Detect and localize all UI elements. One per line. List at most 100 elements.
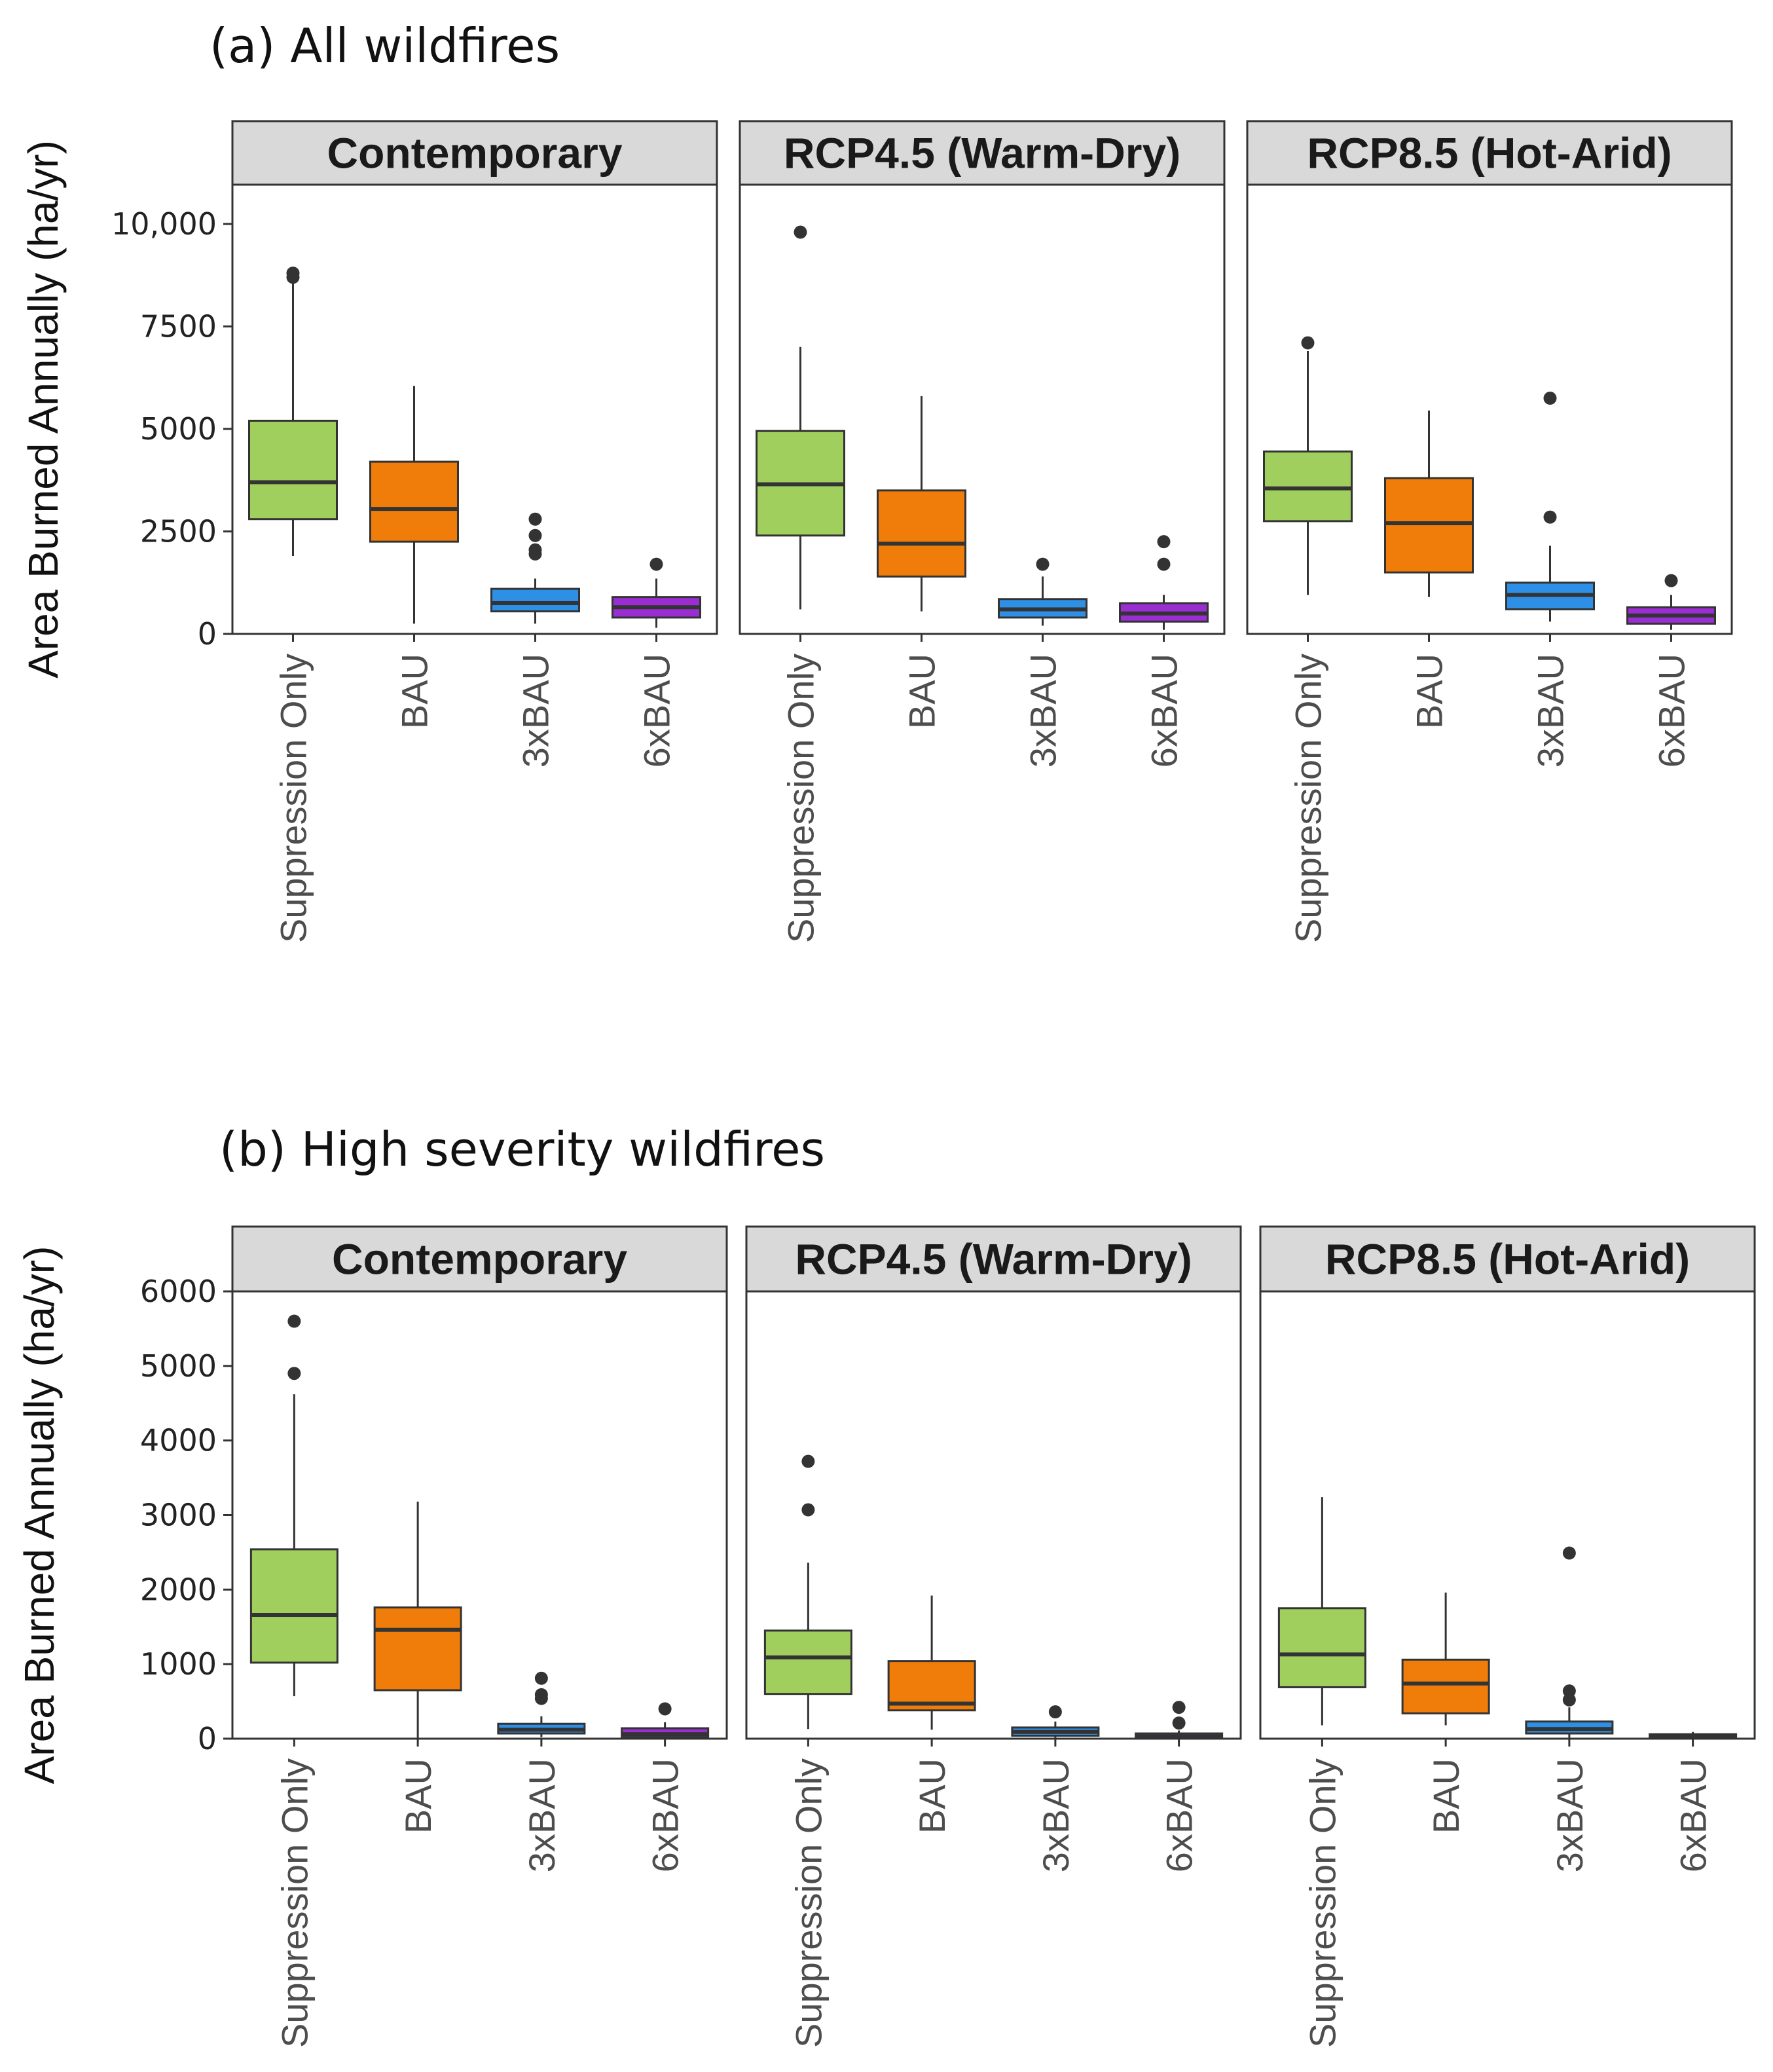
- box-iqr: [1277, 1607, 1366, 1688]
- y-tick-label: 3000: [140, 1498, 217, 1533]
- box-suppression-only: [248, 267, 338, 557]
- box-3xbau: [1525, 1546, 1614, 1738]
- x-tick-label: 3xBAU: [1530, 654, 1571, 768]
- y-tick-label: 2000: [140, 1572, 217, 1607]
- box-3xbau: [1011, 1705, 1100, 1739]
- box-suppression-only: [1277, 1497, 1366, 1726]
- x-tick-label: BAU: [911, 1758, 953, 1834]
- facet-0: Contemporary Suppression Only BAU 3xBAU 6xBA…: [231, 1225, 728, 2048]
- box-iqr: [248, 419, 338, 521]
- outlier-point: [1036, 557, 1050, 571]
- facet-strip: [231, 1225, 728, 1293]
- facet-2: RCP8.5 (Hot-Arid) Suppression Only BAU 3xBA…: [1259, 1225, 1756, 2048]
- y-axis-label: Area Burned Annually (ha/yr): [16, 1246, 63, 1785]
- facet-strip-label: RCP8.5 (Hot-Arid): [1307, 129, 1672, 177]
- y-tick-label: 1000: [140, 1646, 217, 1682]
- y-tick-label: 10,000: [111, 206, 217, 242]
- box-3xbau: [1505, 392, 1595, 622]
- outlier-point: [287, 1314, 301, 1328]
- outlier-point: [287, 1367, 301, 1380]
- box-iqr: [1263, 450, 1353, 523]
- y-tick-label: 0: [198, 1721, 217, 1756]
- facet-strip-label: Contemporary: [332, 1235, 627, 1284]
- outlier-point: [1562, 1684, 1576, 1698]
- x-tick-label: Suppression Only: [274, 1758, 315, 2048]
- box-iqr: [490, 587, 580, 613]
- y-tick-label: 0: [198, 616, 217, 652]
- x-tick-label: Suppression Only: [1302, 1758, 1343, 2048]
- box-iqr: [877, 489, 966, 578]
- facet-panel: [739, 183, 1226, 635]
- facet-0: Contemporary Suppression Only BAU 3xBAU 6xBA…: [231, 120, 718, 943]
- x-tick-label: Suppression Only: [1288, 654, 1329, 943]
- box-suppression-only: [1263, 336, 1353, 595]
- y-axis-label: Area Burned Annually (ha/yr): [20, 140, 67, 678]
- box-iqr: [1384, 477, 1474, 574]
- box-bau: [1401, 1592, 1490, 1726]
- y-tick-label: 5000: [140, 1348, 217, 1384]
- x-tick-label: BAU: [394, 654, 435, 729]
- box-3xbau: [490, 512, 580, 624]
- outlier-point: [794, 225, 807, 239]
- outlier-point: [534, 1688, 548, 1701]
- outlier-point: [649, 557, 663, 571]
- facet-panel: [1246, 183, 1733, 635]
- x-tick-label: Suppression Only: [273, 654, 314, 943]
- box-iqr: [249, 1548, 338, 1664]
- box-6xbau: [1626, 574, 1716, 630]
- box-iqr: [373, 1606, 462, 1692]
- outlier-point: [1172, 1716, 1186, 1730]
- x-tick-label: 3xBAU: [515, 654, 557, 768]
- outlier-point: [1543, 392, 1557, 405]
- box-3xbau: [998, 557, 1088, 626]
- facet-strip: [231, 120, 718, 186]
- x-tick-label: Suppression Only: [788, 1758, 829, 2048]
- x-tick-label: 6xBAU: [645, 1758, 686, 1872]
- facet-strip-label: Contemporary: [327, 129, 622, 177]
- facet-2: RCP8.5 (Hot-Arid) Suppression Only BAU 3xBA…: [1246, 120, 1733, 943]
- outlier-point: [658, 1702, 672, 1716]
- y-tick-label: 2500: [140, 514, 217, 549]
- outlier-point: [1048, 1705, 1062, 1719]
- box-bau: [877, 396, 966, 612]
- box-bau: [369, 386, 459, 624]
- box-suppression-only: [249, 1314, 338, 1697]
- x-tick-label: 3xBAU: [521, 1758, 562, 1872]
- box-6xbau: [621, 1702, 710, 1739]
- box-bau: [1384, 410, 1474, 597]
- box-iqr: [1401, 1658, 1490, 1714]
- outlier-point: [1543, 510, 1557, 524]
- outlier-point: [1664, 574, 1678, 587]
- x-tick-label: 6xBAU: [1159, 1758, 1200, 1872]
- chart-0: (a) All wildfires Area Burned Annually (h…: [20, 18, 1733, 943]
- facet-panel: [231, 183, 718, 635]
- outlier-point: [528, 543, 542, 557]
- facet-1: RCP4.5 (Warm-Dry) Suppression Only BAU 3xBA…: [745, 1225, 1242, 2048]
- facet-strip-label: RCP8.5 (Hot-Arid): [1325, 1235, 1690, 1284]
- box-6xbau: [1135, 1701, 1224, 1739]
- box-6xbau: [1119, 535, 1209, 630]
- chart-title: (b) High severity wildfires: [219, 1122, 825, 1177]
- chart-1: (b) High severity wildfires Area Burned A…: [16, 1122, 1756, 2048]
- outlier-point: [528, 528, 542, 542]
- x-tick-label: 6xBAU: [1651, 654, 1692, 768]
- box-bau: [373, 1502, 462, 1739]
- chart-title: (a) All wildfires: [210, 18, 560, 73]
- facet-strip-label: RCP4.5 (Warm-Dry): [795, 1235, 1192, 1284]
- outlier-point: [801, 1454, 815, 1468]
- outlier-point: [1172, 1701, 1186, 1714]
- facet-strip: [1259, 1225, 1756, 1293]
- x-tick-label: 6xBAU: [1673, 1758, 1714, 1872]
- y-tick-label: 6000: [140, 1274, 217, 1309]
- x-tick-label: 3xBAU: [1549, 1758, 1590, 1872]
- facet-1: RCP4.5 (Warm-Dry) Suppression Only BAU 3xBA…: [739, 120, 1226, 943]
- box-suppression-only: [756, 225, 845, 610]
- y-tick-label: 7500: [140, 309, 217, 344]
- facet-strip: [745, 1225, 1242, 1293]
- x-tick-label: BAU: [1409, 654, 1450, 729]
- x-tick-label: BAU: [1425, 1758, 1467, 1834]
- x-tick-label: BAU: [902, 654, 943, 729]
- x-tick-label: 6xBAU: [636, 654, 678, 768]
- y-tick-label: 5000: [140, 411, 217, 447]
